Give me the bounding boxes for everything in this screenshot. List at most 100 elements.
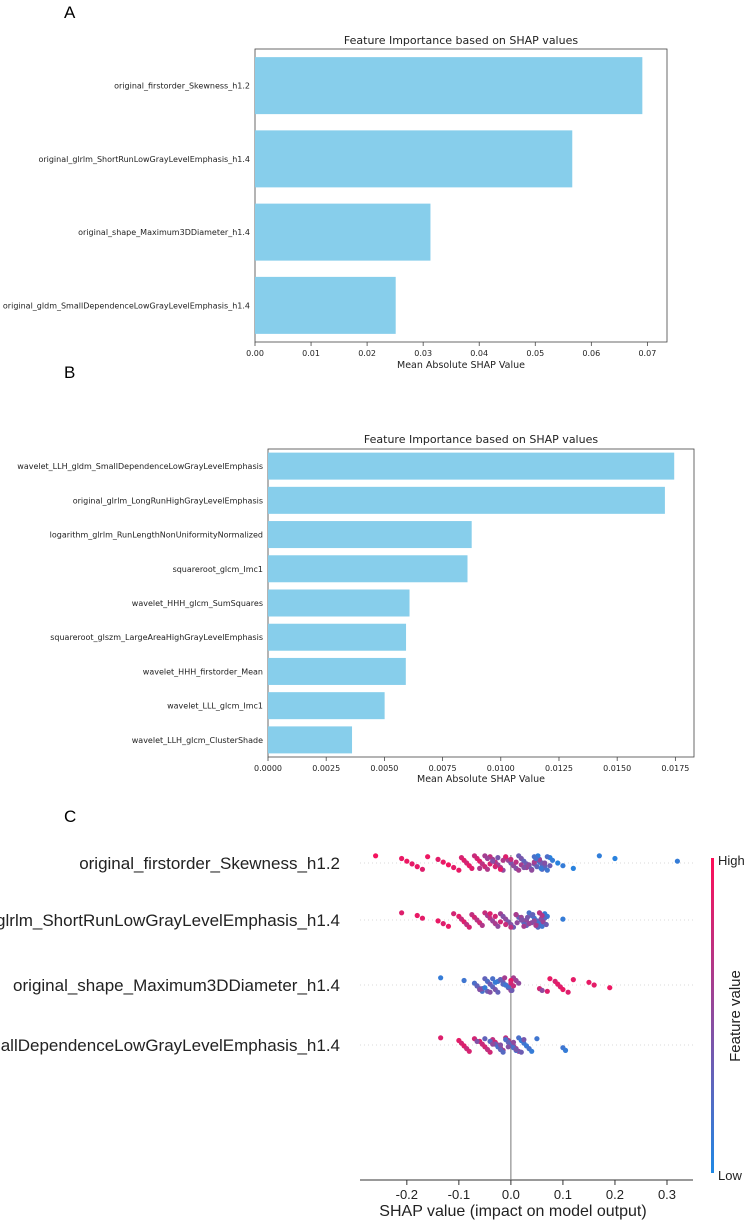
shap-point: [490, 1041, 496, 1047]
shap-point: [495, 855, 501, 861]
panel-c-label: C: [64, 807, 76, 826]
chart-a-xtick-label: 0.01: [302, 349, 320, 358]
panel-b-label: B: [64, 363, 75, 382]
shap-point: [487, 911, 493, 917]
chart-b-category-label: wavelet_HHH_firstorder_Mean: [143, 667, 263, 676]
shap-point: [482, 985, 488, 991]
shap-point: [513, 859, 519, 865]
chart-b-category-label: wavelet_LLH_gldm_SmallDependenceLowGrayL…: [17, 462, 263, 471]
chart-a-frame: [254, 48, 668, 343]
chart-a-category-label: original_firstorder_Skewness_h1.2: [114, 82, 250, 91]
chart-a-xlabel: Mean Absolute SHAP Value: [397, 360, 525, 371]
chart-c-xtick-label: 0.2: [606, 1187, 624, 1202]
chart-b-category-label: wavelet_HHH_glcm_SumSquares: [132, 599, 263, 608]
chart-b-xlabel: Mean Absolute SHAP Value: [417, 774, 545, 785]
shap-point: [445, 923, 452, 929]
shap-point: [495, 923, 501, 929]
chart-c-xlabel: SHAP value (impact on model output): [379, 1203, 646, 1220]
shap-point: [474, 1038, 480, 1044]
shap-point: [508, 924, 514, 930]
shap-point: [533, 922, 539, 929]
shap-point: [445, 862, 452, 868]
shap-point: [521, 923, 527, 929]
shap-point: [492, 913, 498, 920]
shap-point: [503, 854, 509, 860]
shap-point: [560, 863, 566, 869]
shap-point: [490, 976, 496, 982]
shap-point: [438, 975, 444, 981]
shap-point: [435, 918, 441, 924]
shap-point: [461, 977, 467, 984]
colorbar-low-label: Low: [718, 1168, 742, 1183]
shap-point: [538, 865, 544, 872]
chart-b-category-label: original_glrlm_LongRunHighGrayLevelEmpha…: [73, 496, 263, 505]
chart-b-category-label: wavelet_LLL_glcm_Imc1: [167, 702, 263, 711]
shap-point: [477, 865, 483, 872]
shap-point: [502, 975, 508, 981]
chart-a-xtick-label: 0.04: [470, 349, 488, 358]
chart-b-category-label: wavelet_LLH_glcm_ClusterShade: [132, 736, 263, 745]
shap-point: [497, 977, 504, 983]
feature-label: original_gldm_SmallDependenceLowGrayLeve…: [0, 1036, 340, 1055]
shap-point: [373, 853, 379, 859]
chart-a-xtick-label: 0.03: [414, 349, 432, 358]
shap-point: [440, 921, 446, 927]
chart-b-bar-3: [268, 521, 472, 549]
shap-point: [425, 854, 431, 860]
shap-point: [409, 861, 415, 867]
shap-point: [544, 867, 550, 873]
chart-b-bar-9: [268, 726, 353, 754]
shap-point: [419, 915, 426, 921]
shap-point: [524, 914, 531, 920]
shap-point: [521, 864, 527, 871]
shap-point: [516, 980, 522, 986]
chart-c-xtick-label: 0.3: [658, 1187, 676, 1202]
shap-point: [521, 1037, 527, 1043]
chart-a-xtick-label: 0.06: [582, 349, 600, 358]
shap-point: [518, 1049, 524, 1055]
shap-point: [451, 911, 457, 917]
shap-point: [495, 989, 501, 995]
shap-point: [539, 923, 545, 929]
shap-point: [497, 1042, 504, 1048]
chart-a-xtick-label: 0.07: [638, 349, 656, 358]
shap-point: [487, 989, 493, 995]
chart-b-xtick-label: 0.0125: [545, 764, 573, 773]
shap-point: [500, 857, 506, 863]
shap-point: [497, 866, 504, 872]
shap-point: [503, 921, 509, 928]
chart-c-xtick-label: -0.1: [448, 1187, 470, 1202]
shap-point: [466, 1048, 472, 1054]
shap-point: [539, 912, 545, 919]
shap-point: [531, 918, 537, 924]
shap-point: [547, 863, 553, 869]
shap-point: [674, 858, 680, 864]
chart-a-xtick-label: 0.02: [358, 349, 376, 358]
chart-a-xtick-label: 0.05: [526, 349, 544, 358]
shap-point: [487, 1049, 493, 1055]
shap-point: [414, 864, 420, 870]
chart-b-bar-6: [268, 623, 407, 651]
shap-point: [516, 867, 522, 873]
shap-point: [612, 855, 618, 862]
shap-point: [591, 982, 597, 988]
chart-b-bar-5: [268, 589, 410, 617]
shap-point: [399, 855, 405, 862]
chart-c-xtick-label: -0.2: [396, 1187, 418, 1202]
feature-label: original_glrlm_ShortRunLowGrayLevelEmpha…: [0, 911, 340, 930]
chart-a-bar-3: [255, 203, 431, 261]
shap-point: [492, 979, 498, 985]
shap-point: [513, 1046, 519, 1053]
chart-a-title: Feature Importance based on SHAP values: [344, 34, 578, 47]
shap-point: [466, 924, 472, 930]
shap-point: [586, 979, 592, 985]
colorbar-title: Feature value: [727, 970, 744, 1062]
shap-point: [404, 858, 410, 864]
shap-point: [503, 982, 509, 988]
chart-b-bar-4: [268, 555, 468, 583]
chart-b-xtick-label: 0.0100: [487, 764, 515, 773]
shap-point: [414, 912, 420, 919]
shap-point: [547, 976, 553, 982]
shap-point: [544, 988, 550, 994]
chart-b-bar-2: [268, 486, 665, 514]
